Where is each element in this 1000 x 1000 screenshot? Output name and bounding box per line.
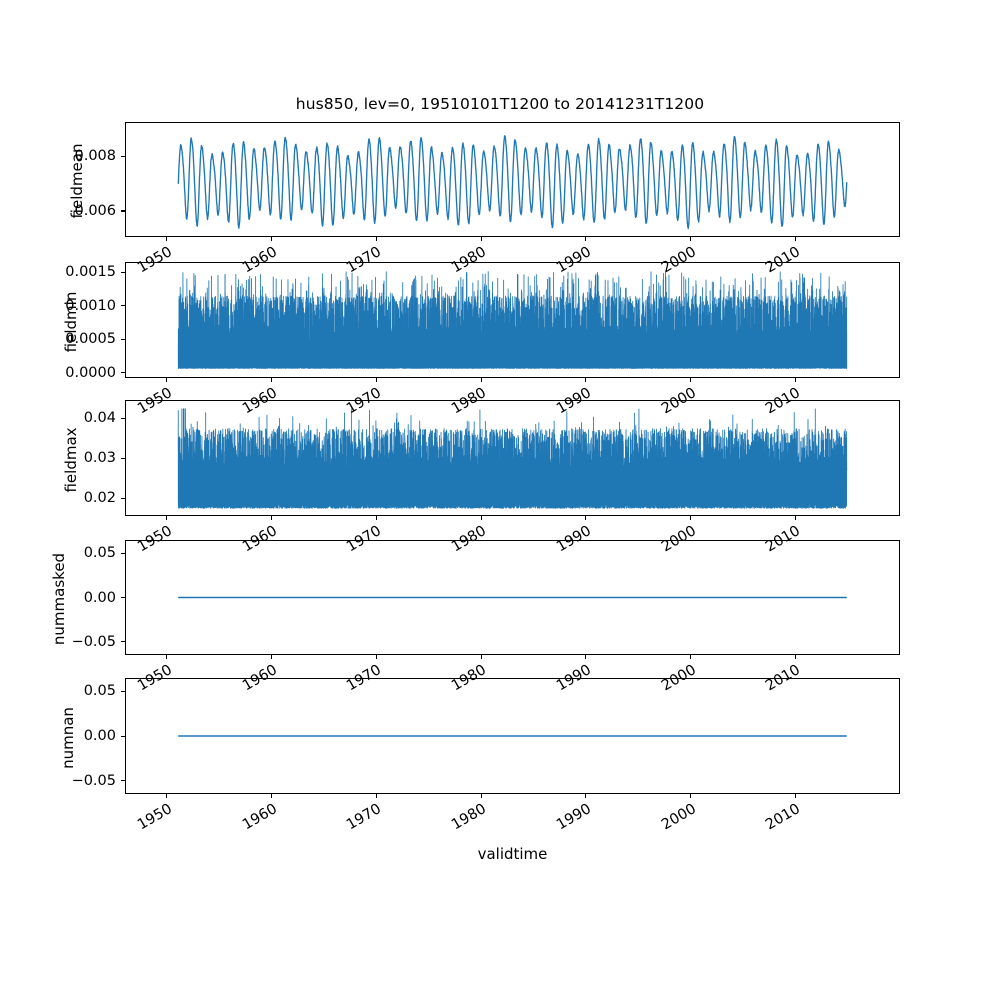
ytick-label: 0.0010 [65, 297, 116, 314]
xtick-label: 1980 [449, 801, 490, 834]
ytick-mark [121, 305, 125, 307]
ytick-label: 0.05 [83, 683, 116, 700]
plot-area-fieldmax [126, 401, 899, 515]
plot-area-fieldmean [126, 123, 899, 236]
ytick-mark [121, 457, 125, 459]
xtick-label: 1970 [344, 801, 385, 834]
ytick-label: 0.008 [74, 148, 116, 165]
xtick-mark [375, 516, 377, 520]
figure-title: hus850, lev=0, 19510101T1200 to 20141231… [295, 95, 705, 113]
xtick-mark [690, 237, 692, 241]
data-path-fieldmax [178, 409, 847, 508]
ytick-mark [121, 597, 125, 599]
xtick-mark [794, 378, 796, 382]
xtick-mark [271, 378, 273, 382]
ytick-label: −0.05 [71, 633, 116, 650]
xtick-mark [794, 794, 796, 798]
ytick-label: 0.00 [83, 589, 116, 606]
xtick-mark [585, 516, 587, 520]
ytick-label: 0.006 [74, 202, 116, 219]
ytick-mark [121, 271, 125, 273]
xtick-mark [690, 794, 692, 798]
ytick-label: 0.0005 [65, 331, 116, 348]
ytick-mark [121, 641, 125, 643]
xtick-mark [794, 516, 796, 520]
series-line-nummasked [126, 541, 899, 654]
ytick-mark [121, 372, 125, 374]
data-path-fieldmean [178, 136, 847, 229]
xtick-mark [690, 378, 692, 382]
ytick-label: 0.05 [83, 545, 116, 562]
xtick-mark [480, 655, 482, 659]
xtick-mark [375, 378, 377, 382]
xtick-mark [585, 237, 587, 241]
plot-area-fieldmin [126, 263, 899, 377]
ytick-mark [121, 155, 125, 157]
ytick-label: 0.0000 [65, 364, 116, 381]
xtick-mark [480, 516, 482, 520]
ytick-mark [121, 497, 125, 499]
ytick-mark [121, 552, 125, 554]
ytick-mark [121, 338, 125, 340]
xtick-mark [271, 237, 273, 241]
xtick-mark [166, 516, 168, 520]
xtick-mark [480, 794, 482, 798]
subplot-fieldmean [125, 122, 900, 237]
xtick-label: 2010 [763, 801, 804, 834]
plot-area-numnan [126, 679, 899, 793]
xtick-mark [271, 655, 273, 659]
plot-area-nummasked [126, 541, 899, 654]
xtick-mark [585, 655, 587, 659]
series-line-numnan [126, 679, 899, 793]
xtick-mark [166, 378, 168, 382]
xtick-mark [271, 794, 273, 798]
series-line-fieldmin [126, 263, 899, 377]
ytick-mark [121, 780, 125, 782]
subplot-nummasked [125, 540, 900, 655]
xtick-mark [690, 516, 692, 520]
ytick-mark [121, 690, 125, 692]
xtick-mark [166, 237, 168, 241]
ytick-mark [121, 210, 125, 212]
ylabel-fieldmean: fieldmean [68, 143, 86, 219]
xtick-mark [375, 655, 377, 659]
ytick-mark [121, 417, 125, 419]
data-path-fieldmin [178, 272, 847, 369]
ytick-label: −0.05 [71, 772, 116, 789]
xtick-mark [794, 655, 796, 659]
xtick-mark [480, 378, 482, 382]
xtick-mark [690, 655, 692, 659]
xtick-mark [166, 794, 168, 798]
xtick-mark [585, 794, 587, 798]
ytick-label: 0.03 [83, 450, 116, 466]
xtick-mark [375, 237, 377, 241]
xtick-mark [375, 794, 377, 798]
xtick-label: 1950 [134, 801, 175, 834]
subplot-numnan [125, 678, 900, 794]
xtick-mark [480, 237, 482, 241]
xtick-mark [271, 516, 273, 520]
ytick-label: 0.04 [83, 410, 116, 426]
series-line-fieldmax [126, 401, 899, 515]
xtick-mark [166, 655, 168, 659]
xtick-mark [794, 237, 796, 241]
series-line-fieldmean [126, 123, 899, 236]
xtick-label: 1960 [239, 801, 280, 834]
ytick-label: 0.02 [83, 490, 116, 506]
ytick-label: 0.0015 [65, 264, 116, 281]
ytick-mark [121, 735, 125, 737]
ytick-label: 0.00 [83, 728, 116, 744]
subplot-fieldmax [125, 400, 900, 516]
subplot-fieldmin [125, 262, 900, 378]
xlabel: validtime [477, 845, 548, 863]
xtick-mark [585, 378, 587, 382]
xtick-label: 2000 [658, 801, 699, 834]
xtick-label: 1990 [553, 801, 594, 834]
